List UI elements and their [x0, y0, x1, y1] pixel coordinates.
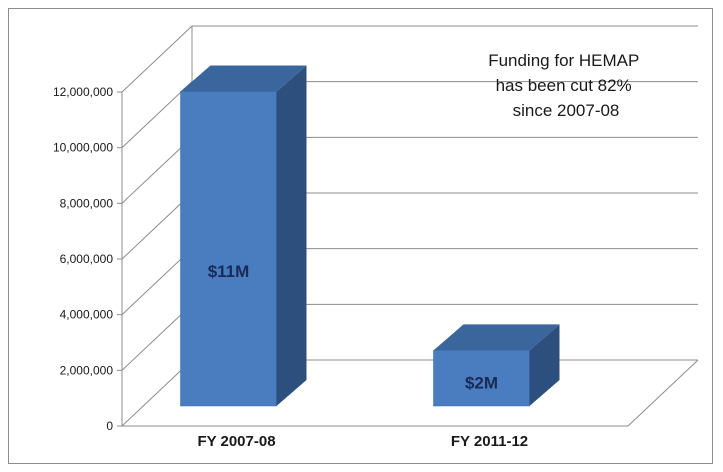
bar-side: [529, 324, 560, 406]
x-axis-category-labels: FY 2007-08 FY 2011-12: [197, 433, 528, 450]
annotation-line: since 2007-08: [513, 101, 620, 120]
bar: [180, 91, 277, 407]
x-tick-label: FY 2011-12: [451, 433, 528, 450]
gridline-diagonal: [121, 25, 193, 93]
bar: [433, 350, 530, 407]
bar-side: [276, 65, 307, 406]
y-axis-tick-labels: 0 2,000,000 4,000,000 6,000,000 8,000,000 10,…: [53, 85, 113, 433]
y-tick-label: 0: [106, 419, 113, 433]
data-labels: $11M $2M: [208, 262, 498, 393]
y-tick-label: 12,000,000: [53, 85, 113, 99]
annotation-line: has been cut 82%: [496, 76, 632, 95]
y-tick-label: 8,000,000: [60, 196, 114, 210]
y-tick-label: 4,000,000: [60, 308, 114, 322]
data-label: $11M: [208, 262, 250, 281]
bars: [180, 65, 560, 407]
chart-frame: [8, 8, 713, 464]
bar-top: [180, 65, 307, 92]
x-tick-label: FY 2007-08: [197, 433, 275, 450]
y-tick-label: 2,000,000: [60, 363, 114, 377]
y-tick-label: 6,000,000: [60, 252, 114, 266]
floor-right-edge: [627, 359, 699, 427]
y-tick-label: 10,000,000: [53, 141, 113, 155]
annotation-line: Funding for HEMAP: [488, 51, 639, 70]
data-label: $2M: [465, 374, 498, 393]
chart-annotation: Funding for HEMAP has been cut 82% since…: [488, 51, 644, 120]
bar-top: [433, 324, 560, 351]
